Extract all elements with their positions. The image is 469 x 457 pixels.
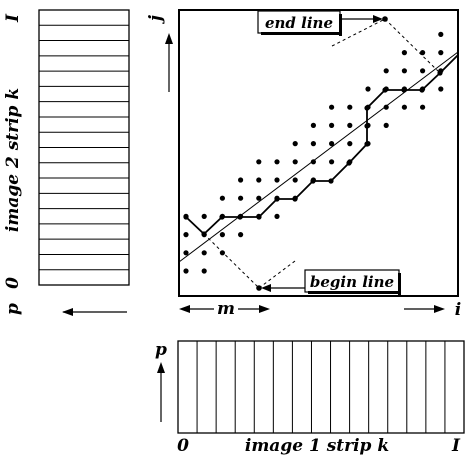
left-strip-cell-lines [39, 24, 129, 271]
grid-dot [183, 232, 189, 238]
grid-dot [310, 141, 316, 147]
left-strip-top-tick: I [3, 13, 23, 23]
y-axis-label: j [146, 14, 166, 24]
end-point [382, 16, 388, 22]
grid-dot [292, 177, 298, 183]
grid-dot [256, 177, 262, 183]
grid-dot [256, 159, 262, 165]
grid-dot [401, 68, 407, 74]
end-dash-left [331, 18, 386, 47]
path-dot [346, 160, 352, 166]
grid-dot [219, 250, 225, 256]
path-dot [183, 214, 189, 220]
path-dot [382, 87, 388, 93]
grid-dot [274, 177, 280, 183]
grid-dot [401, 104, 407, 110]
begin-dash-left [203, 233, 260, 289]
y-axis-arrow [165, 33, 173, 92]
end-line-callout: end line [257, 10, 383, 36]
left-strip-axis-label: p [3, 303, 23, 315]
grid-dot [201, 268, 207, 274]
path-dot [256, 214, 262, 220]
grid-dot [438, 50, 444, 56]
path-dot [328, 178, 334, 184]
grid-dot [219, 195, 225, 201]
grid-dot [238, 195, 244, 201]
grid-dot [347, 122, 353, 128]
path-dot [201, 231, 207, 237]
grid-dot [219, 232, 225, 238]
bottom-strip-right-tick: I [451, 436, 461, 456]
grid-dot [383, 68, 389, 74]
grid-dot [256, 195, 262, 201]
grid-dot [310, 122, 316, 128]
bottom-strip-cell-lines [196, 341, 446, 433]
grid-dot [329, 122, 335, 128]
grid-dot [420, 50, 426, 56]
path-dot [274, 196, 280, 202]
grid-dot [329, 104, 335, 110]
path-dot [219, 214, 225, 220]
grid-dot [347, 141, 353, 147]
begin-point [256, 285, 262, 291]
end-dash-right [384, 18, 441, 74]
end-line-label: end line [265, 14, 333, 32]
path-dot [237, 214, 243, 220]
grid-dot [383, 104, 389, 110]
band-width-label: m [217, 299, 235, 319]
bottom-strip-left-tick: 0 [177, 436, 189, 456]
grid-dot [310, 159, 316, 165]
band-width-indicator: m [179, 299, 270, 319]
grid-dot [420, 104, 426, 110]
grid-dot [420, 68, 426, 74]
x-axis-label: i [455, 300, 461, 320]
begin-line-callout: begin line [261, 269, 401, 295]
grid-dot [238, 232, 244, 238]
path-dot [292, 196, 298, 202]
grid-dot [292, 141, 298, 147]
grid-dot [274, 213, 280, 219]
grid-dot [238, 177, 244, 183]
path-dot [364, 141, 370, 147]
x-axis-arrow [404, 305, 445, 313]
grid-dot [383, 122, 389, 128]
grid-dot [329, 159, 335, 165]
grid-dot [365, 86, 371, 92]
grid-dot [438, 86, 444, 92]
path-dot [364, 123, 370, 129]
bottom-strip: p 0 image 1 strip k I [155, 340, 465, 456]
bottom-strip-label: image 1 strip k [245, 436, 389, 456]
grid-dot [401, 50, 407, 56]
path-dot [419, 87, 425, 93]
left-strip-label: image 2 strip k [3, 88, 23, 232]
path-dot [437, 70, 443, 76]
warping-path [185, 54, 459, 236]
main-plot-frame [178, 9, 459, 297]
begin-dash-right [258, 260, 296, 289]
grid-dot [201, 250, 207, 256]
main-diagonal [178, 51, 459, 263]
left-strip-bottom-tick: 0 [3, 277, 23, 289]
bottom-strip-axis-label: p [155, 340, 167, 360]
grid-dot [347, 104, 353, 110]
main-plot: end line begin line j m [146, 9, 461, 320]
dot-grid [183, 31, 444, 274]
path-dot [401, 87, 407, 93]
grid-dot [438, 31, 444, 37]
grid-dot [201, 213, 207, 219]
grid-dot [183, 268, 189, 274]
bottom-strip-frame [177, 340, 465, 434]
grid-dot [329, 141, 335, 147]
path-dot [364, 105, 370, 111]
path-dot [310, 178, 316, 184]
grid-dot [274, 159, 280, 165]
left-strip: I image 2 strip k 0 p [3, 9, 130, 316]
warping-path-dots [183, 70, 443, 237]
bottom-strip-axis-arrow [157, 362, 165, 422]
begin-line-label: begin line [310, 273, 394, 291]
grid-dot [292, 159, 298, 165]
left-strip-axis-arrow [62, 308, 127, 316]
grid-dot [183, 250, 189, 256]
